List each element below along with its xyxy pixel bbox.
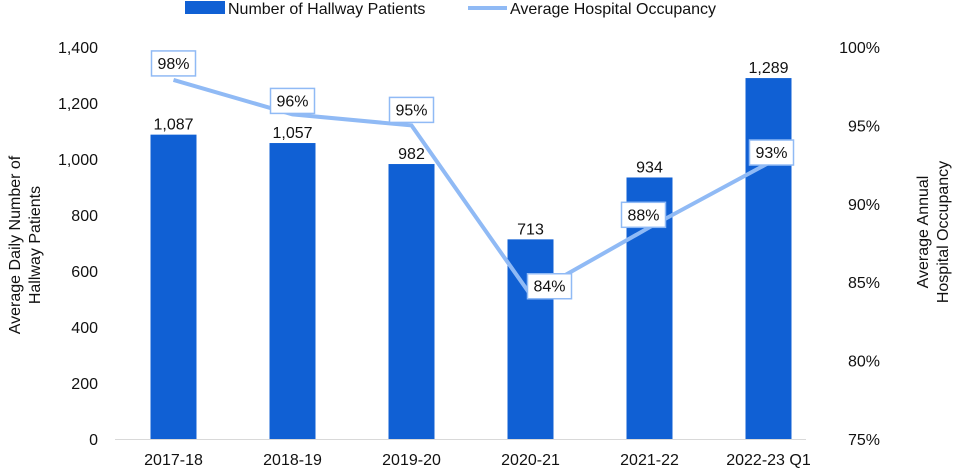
line-data-label: 96% (276, 93, 308, 110)
line-data-label: 88% (627, 207, 659, 224)
legend-swatch-bars (185, 1, 225, 14)
legend-label-line: Average Hospital Occupancy (510, 1, 716, 18)
x-tick-label: 2021-22 (620, 452, 679, 469)
legend-label-bars: Number of Hallway Patients (228, 1, 425, 18)
y2-tick-label: 100% (839, 40, 880, 57)
bar-data-label: 1,057 (272, 125, 312, 142)
y-axis-title-line1: Average Daily Number of (7, 155, 24, 334)
y2-axis-title-line1: Average Annual (915, 176, 932, 289)
bar (270, 143, 316, 439)
bar-data-label: 713 (517, 221, 544, 238)
y-tick-label: 200 (71, 376, 98, 393)
line-data-label: 93% (755, 145, 787, 162)
x-tick-label: 2018-19 (263, 452, 322, 469)
y-tick-label: 800 (71, 208, 98, 225)
y2-tick-label: 95% (848, 118, 880, 135)
bar (389, 164, 435, 439)
line-data-label: 84% (533, 279, 565, 296)
y-axis-title-line2: Hallway Patients (27, 186, 44, 304)
line-data-label: 98% (157, 56, 189, 73)
x-tick-label: 2020-21 (501, 452, 560, 469)
bar-data-label: 1,087 (153, 117, 193, 134)
x-tick-label: 2019-20 (382, 452, 441, 469)
y-tick-label: 0 (89, 432, 98, 449)
y2-axis-title-line2: Hospital Occupancy (935, 161, 952, 303)
y2-tick-label: 85% (848, 275, 880, 292)
y-tick-label: 400 (71, 320, 98, 337)
y2-tick-label: 80% (848, 354, 880, 371)
legend: Number of Hallway Patients Average Hospi… (185, 1, 716, 18)
y-tick-label: 1,400 (58, 40, 98, 57)
x-tick-label: 2017-18 (144, 452, 203, 469)
bar-data-label: 934 (636, 159, 663, 176)
line-data-label: 95% (395, 102, 427, 119)
y2-tick-label: 75% (848, 432, 880, 449)
bar-data-label: 1,289 (748, 60, 788, 77)
y-tick-label: 1,200 (58, 96, 98, 113)
x-tick-label: 2022-23 Q1 (726, 452, 811, 469)
bar (746, 78, 792, 439)
y-axis-title: Average Daily Number of Hallway Patients (7, 155, 44, 334)
bar-data-label: 982 (398, 146, 425, 163)
y2-tick-label: 90% (848, 197, 880, 214)
y-tick-label: 1,000 (58, 152, 98, 169)
y-tick-label: 600 (71, 264, 98, 281)
occupancy-line (174, 80, 769, 295)
bar (151, 135, 197, 439)
y2-axis-title: Average Annual Hospital Occupancy (915, 161, 952, 303)
